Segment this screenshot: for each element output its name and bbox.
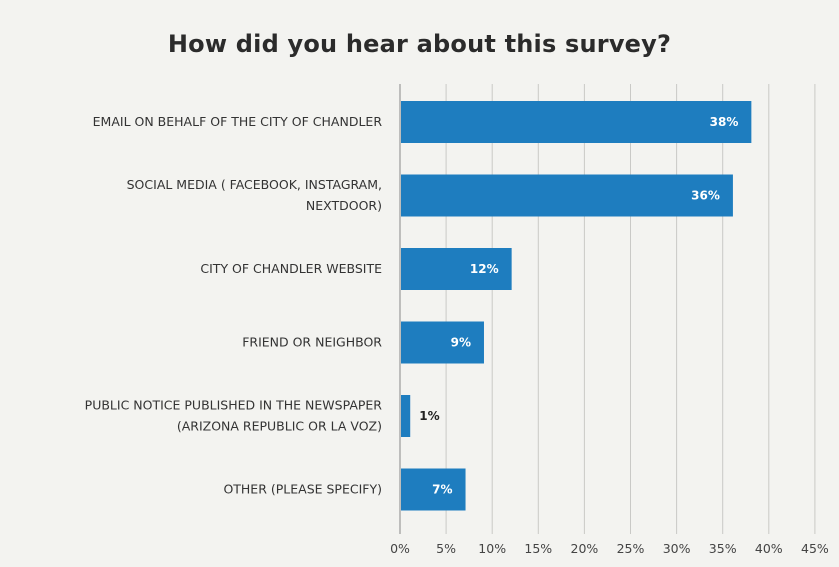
bar	[401, 321, 484, 364]
data-label: 36%	[691, 189, 720, 203]
data-label: 7%	[432, 483, 452, 497]
category-label: (ARIZONA REPUBLIC OR LA VOZ)	[177, 419, 382, 434]
x-tick-label: 20%	[571, 541, 599, 556]
bar	[401, 101, 752, 143]
chart-title: How did you hear about this survey?	[167, 30, 672, 58]
bar	[401, 468, 466, 511]
x-tick-label: 25%	[617, 541, 645, 556]
data-label: 1%	[419, 409, 439, 423]
x-tick-label: 0%	[390, 541, 410, 556]
category-label: CITY OF CHANDLER WEBSITE	[200, 261, 382, 276]
x-tick-label: 15%	[524, 541, 552, 556]
x-tick-label: 30%	[663, 541, 691, 556]
category-label: PUBLIC NOTICE PUBLISHED IN THE NEWSPAPER	[85, 398, 383, 413]
x-tick-label: 5%	[436, 541, 456, 556]
data-label: 38%	[710, 115, 739, 129]
data-label: 9%	[451, 336, 471, 350]
category-label: NEXTDOOR)	[306, 198, 382, 213]
bar	[401, 248, 512, 290]
category-label: FRIEND OR NEIGHBOR	[242, 335, 382, 350]
category-label: OTHER (PLEASE SPECIFY)	[223, 482, 382, 497]
x-tick-label: 40%	[755, 541, 783, 556]
bar	[401, 395, 411, 437]
x-tick-label: 35%	[709, 541, 737, 556]
x-tick-label: 45%	[801, 541, 829, 556]
category-label: EMAIL ON BEHALF OF THE CITY OF CHANDLER	[93, 114, 383, 129]
x-tick-label: 10%	[478, 541, 506, 556]
category-label: SOCIAL MEDIA ( FACEBOOK, INSTAGRAM,	[127, 177, 382, 192]
data-label: 12%	[470, 262, 499, 276]
bar	[401, 174, 733, 217]
